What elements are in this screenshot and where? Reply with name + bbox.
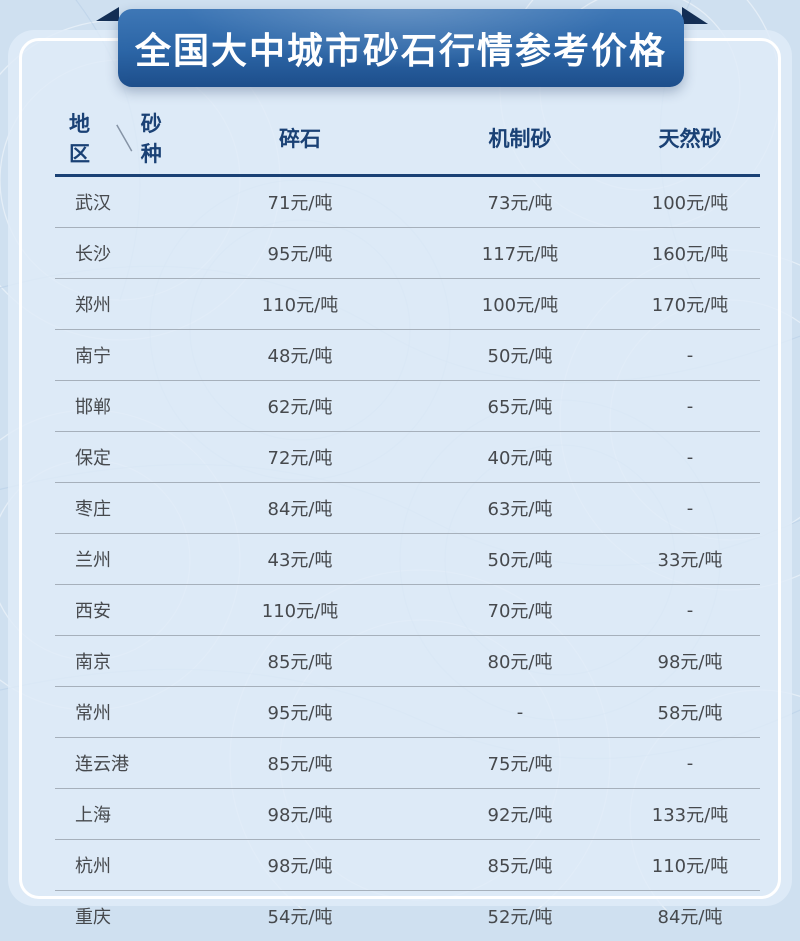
price-cell: 70元/吨 xyxy=(420,585,620,636)
price-cell: 170元/吨 xyxy=(620,279,760,330)
price-cell: 54元/吨 xyxy=(180,891,420,941)
price-cell: 33元/吨 xyxy=(620,534,760,585)
city-cell: 郑州 xyxy=(55,279,180,330)
region-header-label: 地区 xyxy=(69,108,108,168)
price-cell: 100元/吨 xyxy=(420,279,620,330)
price-cell: 40元/吨 xyxy=(420,432,620,483)
city-cell: 上海 xyxy=(55,789,180,840)
price-cell: 62元/吨 xyxy=(180,381,420,432)
page-title: 全国大中城市砂石行情参考价格 xyxy=(135,22,667,74)
price-cell: - xyxy=(620,381,760,432)
table-row: 南宁 48元/吨 50元/吨 - xyxy=(55,330,760,381)
price-cell: 72元/吨 xyxy=(180,432,420,483)
price-cell: 43元/吨 xyxy=(180,534,420,585)
table-body: 武汉 71元/吨 73元/吨 100元/吨 长沙 95元/吨 117元/吨 16… xyxy=(55,176,760,941)
city-cell: 武汉 xyxy=(55,176,180,228)
price-cell: 52元/吨 xyxy=(420,891,620,941)
price-cell: 84元/吨 xyxy=(620,891,760,941)
table-row: 常州 95元/吨 - 58元/吨 xyxy=(55,687,760,738)
price-cell: 63元/吨 xyxy=(420,483,620,534)
table-header-row: 地区 砂种 碎石 机制砂 天然砂 xyxy=(55,108,760,176)
price-table-container: 地区 砂种 碎石 机制砂 天然砂 武汉 71元/吨 73元/吨 100元/吨 xyxy=(55,108,760,941)
price-cell: - xyxy=(620,483,760,534)
price-cell: 110元/吨 xyxy=(620,840,760,891)
price-cell: 85元/吨 xyxy=(180,738,420,789)
table-row: 郑州 110元/吨 100元/吨 170元/吨 xyxy=(55,279,760,330)
city-cell: 南宁 xyxy=(55,330,180,381)
city-cell: 保定 xyxy=(55,432,180,483)
corner-header: 地区 砂种 xyxy=(55,108,180,176)
table-row: 杭州 98元/吨 85元/吨 110元/吨 xyxy=(55,840,760,891)
price-cell: 71元/吨 xyxy=(180,176,420,228)
price-cell: 100元/吨 xyxy=(620,176,760,228)
price-cell: - xyxy=(620,432,760,483)
price-cell: 98元/吨 xyxy=(180,840,420,891)
col-header-machine-made-sand: 机制砂 xyxy=(420,108,620,176)
table-row: 兰州 43元/吨 50元/吨 33元/吨 xyxy=(55,534,760,585)
price-cell: 98元/吨 xyxy=(620,636,760,687)
price-cell: 73元/吨 xyxy=(420,176,620,228)
city-cell: 长沙 xyxy=(55,228,180,279)
price-cell: 80元/吨 xyxy=(420,636,620,687)
city-cell: 西安 xyxy=(55,585,180,636)
price-cell: 98元/吨 xyxy=(180,789,420,840)
price-cell: - xyxy=(620,585,760,636)
table-row: 长沙 95元/吨 117元/吨 160元/吨 xyxy=(55,228,760,279)
table-row: 重庆 54元/吨 52元/吨 84元/吨 xyxy=(55,891,760,941)
table-row: 西安 110元/吨 70元/吨 - xyxy=(55,585,760,636)
table-row: 武汉 71元/吨 73元/吨 100元/吨 xyxy=(55,176,760,228)
price-cell: 95元/吨 xyxy=(180,687,420,738)
price-cell: 117元/吨 xyxy=(420,228,620,279)
city-cell: 连云港 xyxy=(55,738,180,789)
col-header-natural-sand: 天然砂 xyxy=(620,108,760,176)
price-cell: 110元/吨 xyxy=(180,279,420,330)
price-cell: 75元/吨 xyxy=(420,738,620,789)
price-cell: 85元/吨 xyxy=(180,636,420,687)
city-cell: 兰州 xyxy=(55,534,180,585)
price-cell: 95元/吨 xyxy=(180,228,420,279)
table-row: 枣庄 84元/吨 63元/吨 - xyxy=(55,483,760,534)
table-row: 保定 72元/吨 40元/吨 - xyxy=(55,432,760,483)
city-cell: 南京 xyxy=(55,636,180,687)
title-ribbon: 全国大中城市砂石行情参考价格 xyxy=(118,9,684,87)
city-cell: 枣庄 xyxy=(55,483,180,534)
price-cell: - xyxy=(420,687,620,738)
price-cell: 58元/吨 xyxy=(620,687,760,738)
content-card: 地区 砂种 碎石 机制砂 天然砂 武汉 71元/吨 73元/吨 100元/吨 xyxy=(8,30,792,906)
city-cell: 常州 xyxy=(55,687,180,738)
city-cell: 邯郸 xyxy=(55,381,180,432)
slash-icon xyxy=(114,122,135,154)
price-cell: - xyxy=(620,738,760,789)
price-cell: - xyxy=(620,330,760,381)
table-row: 连云港 85元/吨 75元/吨 - xyxy=(55,738,760,789)
price-cell: 110元/吨 xyxy=(180,585,420,636)
price-cell: 160元/吨 xyxy=(620,228,760,279)
city-cell: 重庆 xyxy=(55,891,180,941)
price-cell: 48元/吨 xyxy=(180,330,420,381)
price-cell: 50元/吨 xyxy=(420,330,620,381)
price-cell: 85元/吨 xyxy=(420,840,620,891)
col-header-crushed-stone: 碎石 xyxy=(180,108,420,176)
price-cell: 133元/吨 xyxy=(620,789,760,840)
city-cell: 杭州 xyxy=(55,840,180,891)
price-table: 地区 砂种 碎石 机制砂 天然砂 武汉 71元/吨 73元/吨 100元/吨 xyxy=(55,108,760,941)
table-row: 南京 85元/吨 80元/吨 98元/吨 xyxy=(55,636,760,687)
table-row: 邯郸 62元/吨 65元/吨 - xyxy=(55,381,760,432)
price-cell: 92元/吨 xyxy=(420,789,620,840)
price-cell: 50元/吨 xyxy=(420,534,620,585)
sand-type-header-label: 砂种 xyxy=(141,108,180,168)
table-row: 上海 98元/吨 92元/吨 133元/吨 xyxy=(55,789,760,840)
price-cell: 65元/吨 xyxy=(420,381,620,432)
price-cell: 84元/吨 xyxy=(180,483,420,534)
